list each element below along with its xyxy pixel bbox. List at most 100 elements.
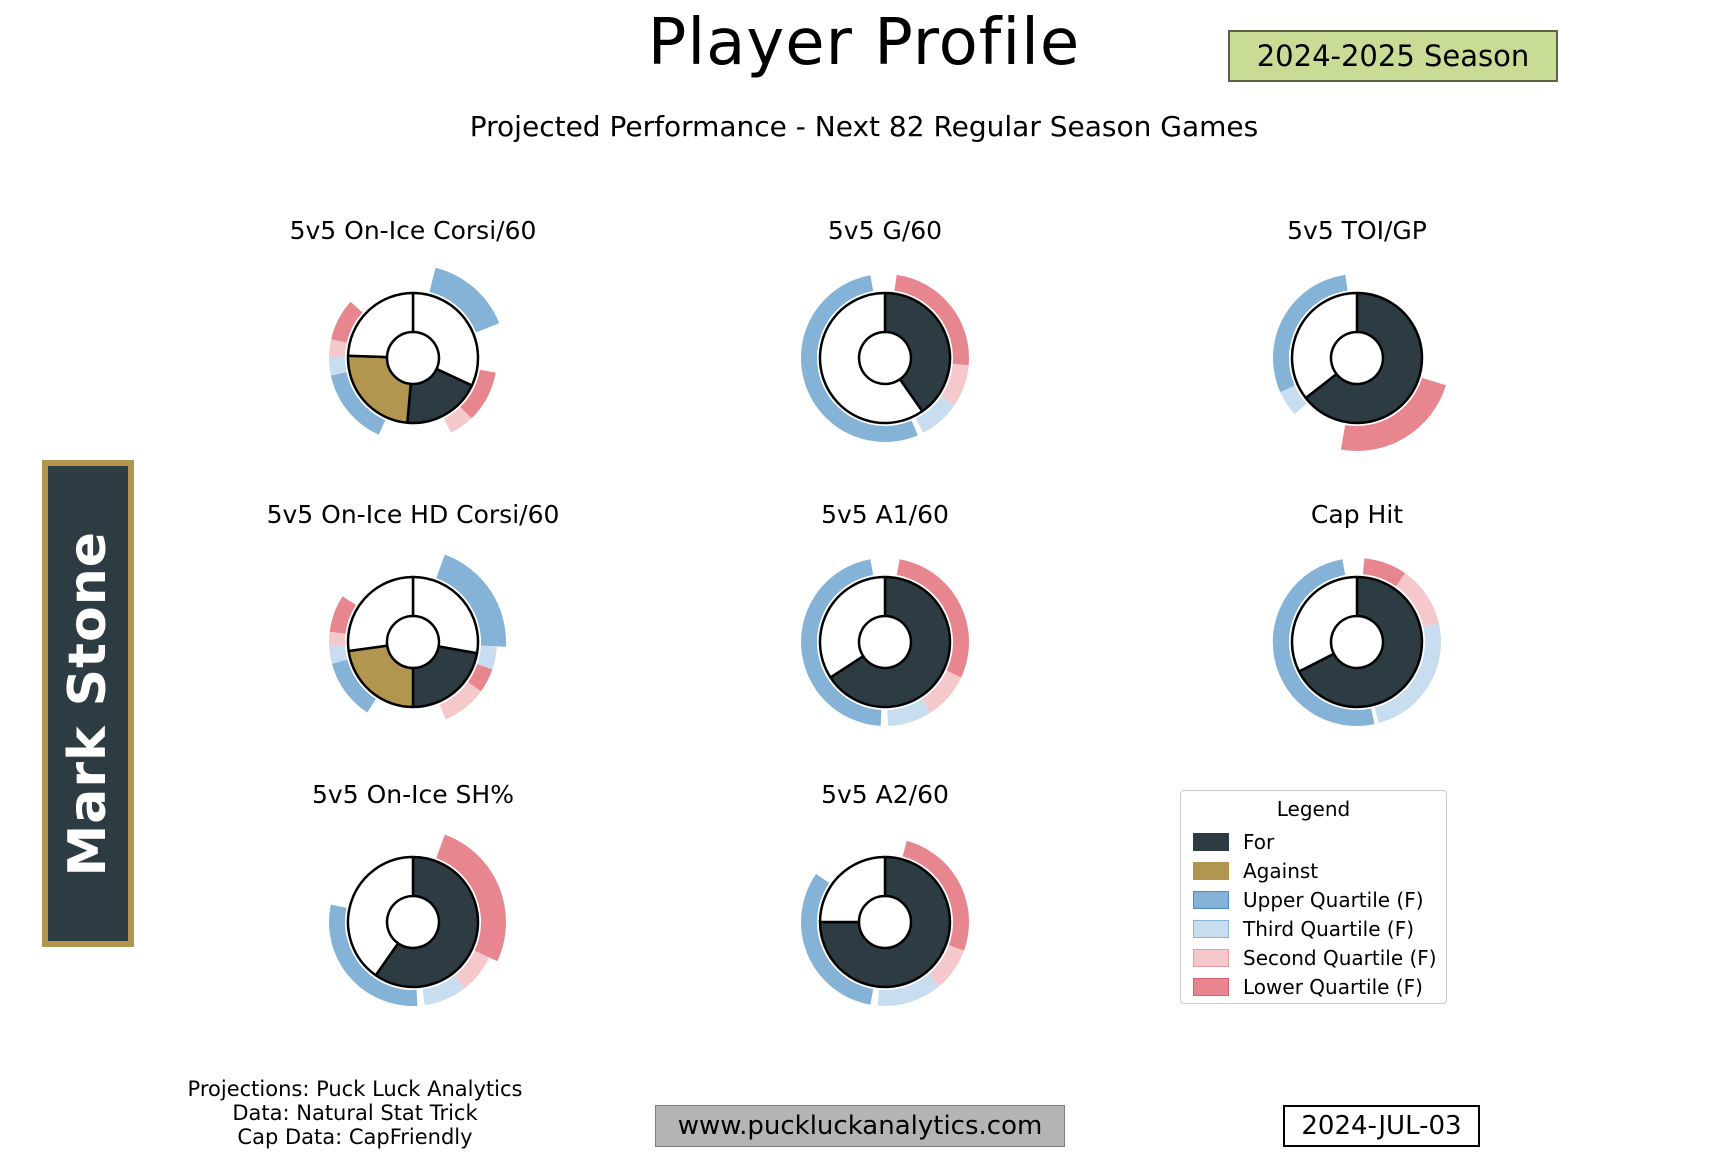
legend-label: For	[1243, 829, 1275, 854]
legend: Legend For Against Upper Quartile (F) Third…	[1180, 790, 1447, 1004]
pie-segment-for	[411, 645, 479, 709]
credits-block: Projections: Puck Luck Analytics Data: N…	[160, 1077, 550, 1149]
season-badge: 2024-2025 Season	[1228, 30, 1558, 82]
pie-segment-against	[346, 354, 412, 424]
pie-segment-for	[1297, 575, 1424, 709]
donut-title: Cap Hit	[1310, 500, 1404, 529]
quartile-arc-lower_q	[902, 840, 969, 951]
quartile-arc-third_q	[477, 645, 497, 670]
pie-segment-white	[818, 575, 887, 679]
quartile-arc-second_q	[454, 950, 490, 989]
pie-segment-for	[818, 855, 952, 989]
website-label: www.puckluckanalytics.com	[677, 1111, 1043, 1141]
donut-chart-1	[328, 267, 500, 435]
pie-segment-white	[346, 855, 415, 977]
legend-label: Second Quartile (F)	[1243, 945, 1437, 970]
quartile-arc-lower_q	[1340, 377, 1446, 452]
pie-segment-white	[1290, 575, 1359, 673]
quartile-arc-second_q	[1396, 573, 1439, 627]
quartile-arc-third_q	[422, 975, 465, 1006]
quartile-arc-lower_q	[436, 834, 507, 962]
quartile-arc-lower_q	[468, 664, 493, 692]
donut-chart-2	[800, 274, 969, 443]
quartile-arc-upper_q	[801, 559, 882, 726]
legend-item: Third Quartile (F)	[1181, 914, 1446, 943]
quartile-arc-lower_q	[460, 369, 496, 419]
quartile-arc-lower_q	[329, 596, 356, 634]
quartile-arc-second_q	[329, 339, 347, 357]
donut-chart-6	[1272, 558, 1442, 727]
donut-title: 5v5 On-Ice SH%	[312, 780, 514, 809]
pie-segment-white	[346, 575, 415, 653]
pie-segment-for	[883, 291, 952, 413]
credits-line-data: Data: Natural Stat Trick	[232, 1101, 478, 1125]
quartile-arc-upper_q	[436, 554, 506, 647]
legend-item: Upper Quartile (F)	[1181, 885, 1446, 914]
legend-swatch-second_q	[1193, 948, 1229, 967]
quartile-arc-lower_q	[331, 301, 363, 343]
pie-segment-for	[829, 575, 952, 709]
player-name: Mark Stone	[58, 530, 118, 877]
legend-label: Upper Quartile (F)	[1243, 887, 1424, 912]
donut-chart-3	[1272, 274, 1446, 452]
pie-segment-white	[411, 575, 480, 655]
page-title: Player Profile	[647, 6, 1081, 80]
donut-chart-8	[801, 840, 969, 1006]
quartile-arc-lower_q	[896, 559, 969, 678]
page-subtitle: Projected Performance - Next 82 Regular …	[469, 110, 1259, 143]
legend-swatch-lower_q	[1193, 977, 1229, 996]
quartile-arc-upper_q	[330, 372, 386, 435]
donut-title: 5v5 G/60	[827, 216, 943, 245]
pie-segment-white	[1290, 291, 1359, 400]
quartile-arc-lower_q	[1362, 558, 1406, 587]
pie-segment-white	[818, 291, 924, 425]
legend-item: Second Quartile (F)	[1181, 943, 1446, 972]
donut-title: 5v5 TOI/GP	[1287, 216, 1427, 245]
date-label: 2024-JUL-03	[1301, 1111, 1462, 1141]
website-box: www.puckluckanalytics.com	[655, 1105, 1065, 1147]
pie-segment-white	[818, 855, 887, 924]
donut-chart-7	[329, 834, 507, 1006]
quartile-arc-upper_q	[800, 275, 918, 443]
legend-swatch-for	[1193, 832, 1229, 851]
quartile-arc-upper_q	[1272, 559, 1375, 727]
donut-title: 5v5 A2/60	[821, 780, 949, 809]
donut-chart-4	[329, 554, 506, 720]
legend-title: Legend	[1276, 797, 1351, 821]
quartile-arc-upper_q	[801, 873, 874, 1005]
player-name-badge: Mark Stone	[42, 460, 134, 947]
quartile-arc-lower_q	[894, 274, 969, 366]
donut-chart-5	[801, 559, 969, 726]
pie-segment-for	[1304, 291, 1424, 425]
legend-swatch-third_q	[1193, 919, 1229, 938]
quartile-arc-third_q	[1280, 385, 1307, 415]
quartile-arc-upper_q	[429, 267, 500, 333]
legend-item: For	[1181, 827, 1446, 856]
quartile-arc-third_q	[887, 699, 931, 726]
quartile-arc-second_q	[928, 945, 964, 987]
quartile-arc-third_q	[915, 396, 955, 433]
quartile-arc-upper_q	[329, 904, 418, 1006]
pie-segment-against	[347, 644, 415, 709]
donut-title: 5v5 On-Ice Corsi/60	[289, 216, 537, 245]
quartile-arc-third_q	[329, 645, 348, 664]
season-badge-label: 2024-2025 Season	[1256, 39, 1530, 73]
legend-swatch-against	[1193, 861, 1229, 880]
quartile-arc-upper_q	[1272, 274, 1348, 393]
quartile-arc-third_q	[328, 356, 347, 376]
quartile-arc-second_q	[443, 406, 472, 433]
quartile-arc-third_q	[877, 974, 939, 1006]
quartile-arc-third_q	[1374, 623, 1442, 724]
pie-segment-white	[411, 291, 480, 387]
legend-items: For Against Upper Quartile (F) Third Quarti…	[1181, 827, 1446, 1001]
legend-label: Against	[1243, 858, 1319, 883]
donut-title: 5v5 On-Ice HD Corsi/60	[266, 500, 560, 529]
pie-segment-white	[346, 291, 415, 359]
quartile-arc-upper_q	[331, 659, 376, 713]
donut-title: 5v5 A1/60	[821, 500, 949, 529]
legend-label: Lower Quartile (F)	[1243, 974, 1423, 999]
quartile-arc-second_q	[439, 681, 481, 720]
legend-swatch-upper_q	[1193, 890, 1229, 909]
pie-segment-for	[374, 855, 480, 989]
